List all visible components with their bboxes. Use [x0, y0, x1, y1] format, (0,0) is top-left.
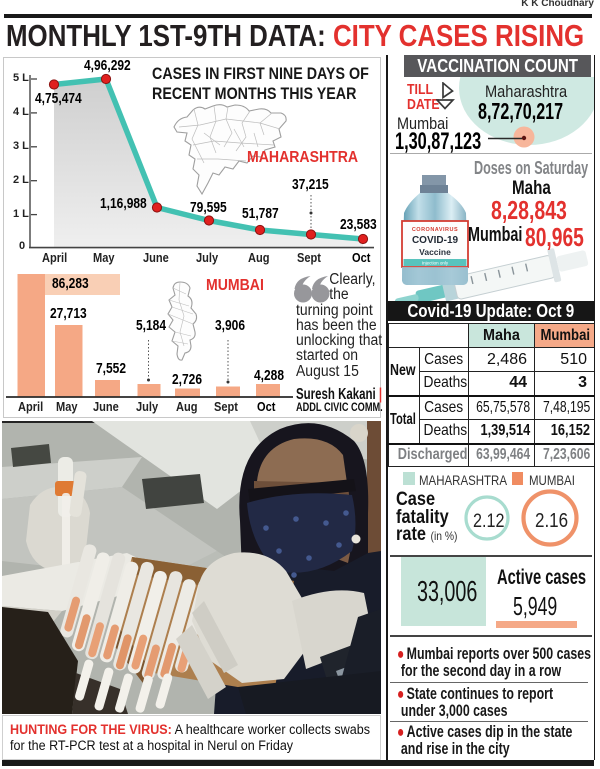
svg-text:Vaccine: Vaccine [419, 247, 451, 257]
svg-text:Injection only: Injection only [422, 261, 449, 266]
svg-text:COVID-19: COVID-19 [412, 235, 459, 246]
svg-text:CORONAVIRUS: CORONAVIRUS [412, 227, 458, 233]
